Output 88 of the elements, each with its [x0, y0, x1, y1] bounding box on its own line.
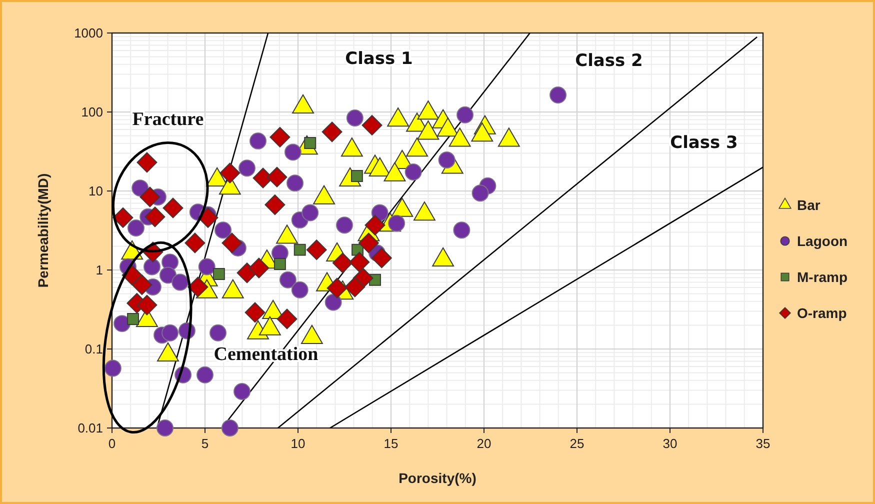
point	[221, 420, 238, 436]
point	[291, 281, 308, 298]
point	[336, 216, 353, 234]
point	[270, 126, 290, 148]
x-tick-label: 35	[756, 436, 770, 451]
point	[453, 222, 470, 239]
point	[362, 114, 382, 136]
legend-label: M-ramp	[797, 269, 848, 285]
point	[144, 258, 160, 276]
point	[162, 324, 179, 342]
point	[550, 86, 567, 104]
legend-label: O-ramp	[797, 305, 847, 321]
point	[344, 276, 366, 298]
point	[104, 360, 122, 377]
annotation: Fracture	[132, 109, 204, 130]
point	[214, 222, 232, 239]
y-tick-label: 1000	[74, 26, 103, 40]
y-tick-label: 1	[96, 262, 103, 278]
point	[184, 232, 206, 254]
point	[238, 160, 256, 177]
point	[326, 278, 348, 298]
y-axis-title: Permeability(MD)	[35, 173, 51, 288]
point	[322, 122, 342, 142]
point	[472, 184, 489, 202]
point	[358, 232, 379, 254]
point	[222, 232, 242, 254]
point	[279, 271, 296, 288]
point	[132, 180, 149, 197]
point	[128, 220, 144, 236]
point	[162, 198, 184, 218]
point	[332, 252, 353, 274]
point	[349, 252, 370, 272]
point	[210, 324, 226, 342]
point	[156, 420, 174, 436]
point	[127, 312, 139, 325]
point	[264, 194, 286, 215]
point	[274, 258, 286, 270]
annotation: Class 1	[345, 49, 413, 69]
y-tick-label: 0.01	[78, 420, 103, 436]
point	[188, 276, 208, 298]
point	[364, 214, 386, 236]
y-tick-label: 0.1	[84, 342, 103, 356]
point	[438, 152, 456, 168]
x-axis-title: Porosity(%)	[398, 470, 476, 486]
point	[244, 302, 266, 323]
point	[250, 132, 266, 150]
point	[234, 383, 250, 400]
point	[284, 144, 302, 161]
point	[114, 315, 131, 332]
point	[212, 268, 225, 280]
point	[198, 258, 216, 276]
annotation: Class 2	[575, 51, 643, 71]
point	[302, 204, 319, 222]
point	[220, 162, 240, 184]
y-tick-label: 100	[81, 104, 103, 120]
point	[140, 186, 160, 208]
legend-label: Bar	[797, 197, 821, 213]
point	[346, 110, 364, 126]
point	[144, 206, 166, 228]
x-tick-label: 5	[201, 436, 209, 451]
x-tick-label: 20	[476, 436, 492, 451]
point	[324, 294, 342, 311]
point	[136, 152, 158, 173]
x-tick-label: 25	[570, 436, 584, 451]
point	[350, 170, 363, 182]
point	[266, 166, 288, 188]
y-tick-label: 10	[88, 184, 103, 198]
annotation: Class 3	[670, 133, 738, 153]
point	[198, 207, 218, 228]
point	[294, 244, 306, 256]
x-tick-label: 10	[290, 436, 306, 451]
point	[196, 366, 214, 384]
point	[160, 266, 176, 284]
point	[276, 308, 298, 330]
point	[371, 248, 392, 268]
point	[248, 258, 270, 278]
point	[456, 106, 474, 124]
legend-label: Lagoon	[797, 233, 848, 249]
point	[404, 164, 422, 180]
x-tick-label: 15	[384, 436, 398, 451]
point	[172, 274, 189, 291]
point	[112, 207, 134, 228]
point	[286, 174, 304, 192]
x-tick-label: 0	[108, 436, 116, 451]
point	[136, 294, 158, 316]
x-tick-label: 30	[662, 436, 678, 451]
point	[132, 274, 152, 296]
point	[306, 240, 327, 260]
